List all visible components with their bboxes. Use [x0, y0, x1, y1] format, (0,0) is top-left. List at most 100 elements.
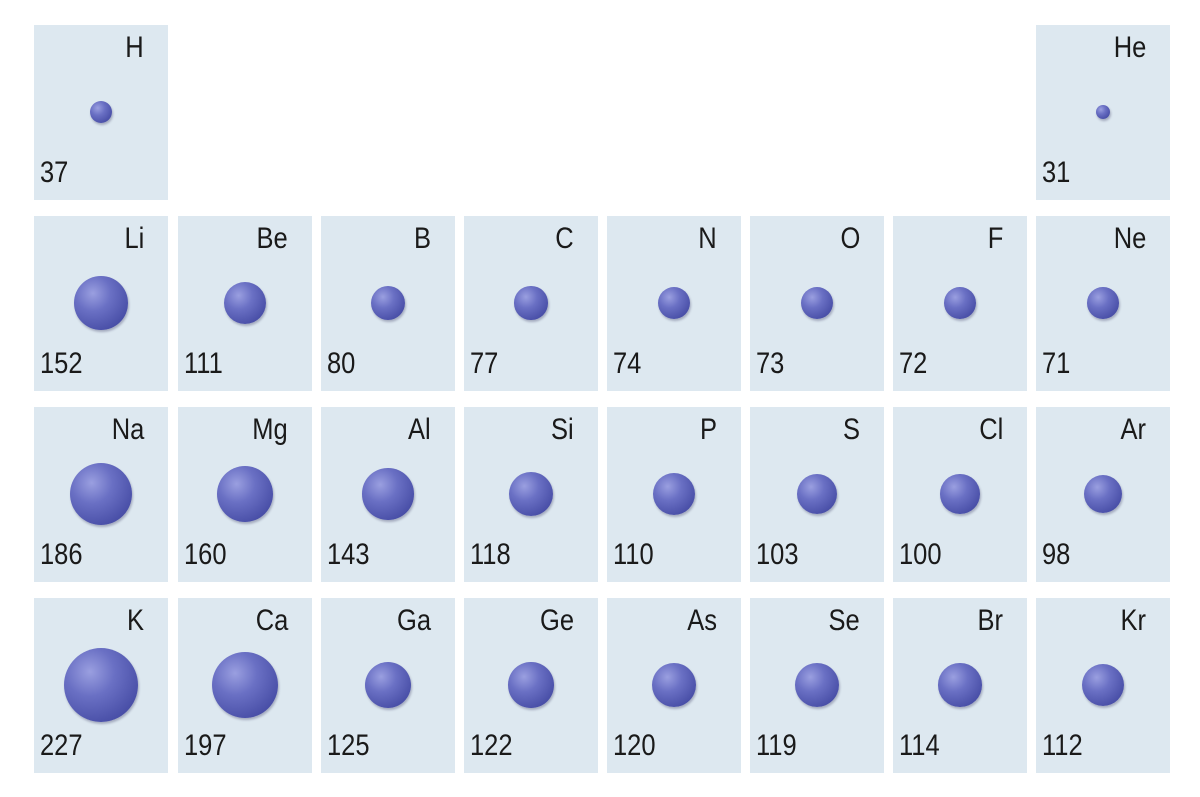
- element-cell-si: Si 118: [464, 407, 598, 582]
- element-cell-be: Be 111: [178, 216, 312, 391]
- element-cell-ne: Ne 71: [1036, 216, 1170, 391]
- element-cell-al: Al 143: [321, 407, 455, 582]
- atomic-radius-value: 103: [756, 538, 799, 571]
- element-cell-k: K 227: [34, 598, 168, 773]
- atomic-radius-value: 80: [327, 347, 356, 380]
- element-cell-cl: Cl 100: [893, 407, 1027, 582]
- element-cell-he: He 31: [1036, 25, 1170, 200]
- element-cell-kr: Kr 112: [1036, 598, 1170, 773]
- atom-sphere: [1096, 105, 1110, 119]
- atom-sphere: [63, 647, 139, 723]
- atomic-radius-value: 160: [184, 538, 227, 571]
- element-cell-p: P 110: [607, 407, 741, 582]
- element-symbol: Cl: [978, 413, 1003, 446]
- element-cell-b: B 80: [321, 216, 455, 391]
- atomic-radius-value: 110: [613, 538, 654, 571]
- element-symbol: C: [555, 222, 574, 255]
- atom-sphere: [1083, 474, 1123, 514]
- atom-sphere: [800, 286, 833, 319]
- element-cell-br: Br 114: [893, 598, 1027, 773]
- element-symbol: Se: [828, 604, 860, 637]
- element-symbol: N: [698, 222, 717, 255]
- atomic-radius-value: 74: [613, 347, 642, 380]
- atomic-radius-value: 120: [613, 729, 656, 762]
- element-cell-f: F 72: [893, 216, 1027, 391]
- element-symbol: Ge: [539, 604, 574, 637]
- atomic-radius-value: 125: [327, 729, 370, 762]
- atom-sphere: [940, 474, 980, 514]
- element-cell-se: Se 119: [750, 598, 884, 773]
- atom-sphere: [508, 471, 554, 517]
- atomic-radius-value: 118: [470, 538, 511, 571]
- atom-sphere: [217, 466, 273, 522]
- atom-sphere: [90, 101, 112, 123]
- element-symbol: He: [1113, 31, 1146, 64]
- atomic-radius-value: 37: [40, 156, 69, 189]
- atomic-radius-value: 197: [184, 729, 227, 762]
- element-symbol: B: [413, 222, 431, 255]
- atom-sphere: [74, 276, 128, 330]
- element-cell-n: N 74: [607, 216, 741, 391]
- element-cell-li: Li 152: [34, 216, 168, 391]
- element-cell-h: H 37: [34, 25, 168, 200]
- element-symbol: Si: [551, 413, 574, 446]
- atom-sphere: [212, 652, 278, 718]
- atomic-radius-value: 122: [470, 729, 513, 762]
- atom-sphere: [508, 662, 554, 708]
- element-cell-ca: Ca 197: [178, 598, 312, 773]
- atom-sphere: [794, 662, 840, 708]
- element-cell-na: Na 186: [34, 407, 168, 582]
- atom-sphere: [944, 287, 976, 319]
- element-symbol: Li: [124, 222, 144, 255]
- element-symbol: K: [126, 604, 144, 637]
- atomic-radius-value: 72: [899, 347, 928, 380]
- element-cell-as: As 120: [607, 598, 741, 773]
- element-symbol: Ca: [255, 604, 288, 637]
- atom-sphere: [362, 468, 414, 520]
- atomic-radius-value: 100: [899, 538, 942, 571]
- atom-sphere: [652, 472, 696, 516]
- element-cell-ga: Ga 125: [321, 598, 455, 773]
- atom-sphere: [938, 663, 982, 707]
- atomic-radius-value: 114: [899, 729, 940, 762]
- atomic-radius-value: 111: [184, 347, 223, 380]
- element-cell-mg: Mg 160: [178, 407, 312, 582]
- atomic-radius-value: 31: [1042, 156, 1071, 189]
- element-symbol: S: [842, 413, 860, 446]
- atom-sphere: [371, 286, 405, 320]
- atomic-radius-value: 152: [40, 347, 83, 380]
- atomic-radius-value: 227: [40, 729, 83, 762]
- atom-sphere: [657, 286, 691, 320]
- atomic-radius-value: 119: [756, 729, 797, 762]
- element-cell-c: C 77: [464, 216, 598, 391]
- atomic-radius-value: 71: [1042, 347, 1071, 380]
- atomic-radius-value: 73: [756, 347, 785, 380]
- atom-sphere: [364, 661, 412, 709]
- element-symbol: As: [687, 604, 717, 637]
- atom-sphere: [651, 662, 697, 708]
- element-cell-ge: Ge 122: [464, 598, 598, 773]
- element-symbol: Mg: [252, 413, 288, 446]
- atom-sphere: [1081, 663, 1125, 707]
- element-symbol: H: [125, 31, 144, 64]
- element-symbol: Ga: [396, 604, 431, 637]
- atomic-radius-value: 98: [1042, 538, 1071, 571]
- atom-sphere: [796, 473, 838, 515]
- element-symbol: P: [699, 413, 717, 446]
- atomic-radius-value: 77: [470, 347, 499, 380]
- element-cell-s: S 103: [750, 407, 884, 582]
- atomic-radius-value: 143: [327, 538, 370, 571]
- element-symbol: Kr: [1120, 604, 1147, 637]
- element-symbol: Be: [256, 222, 288, 255]
- element-symbol: F: [987, 222, 1003, 255]
- element-symbol: Ne: [1113, 222, 1146, 255]
- atom-sphere: [223, 281, 267, 325]
- element-cell-o: O 73: [750, 216, 884, 391]
- atomic-radius-value: 186: [40, 538, 83, 571]
- element-symbol: Br: [977, 604, 1004, 637]
- element-symbol: Ar: [1120, 413, 1147, 446]
- element-symbol: O: [840, 222, 860, 255]
- element-cell-ar: Ar 98: [1036, 407, 1170, 582]
- atom-sphere: [1087, 287, 1119, 319]
- atom-sphere: [69, 462, 133, 526]
